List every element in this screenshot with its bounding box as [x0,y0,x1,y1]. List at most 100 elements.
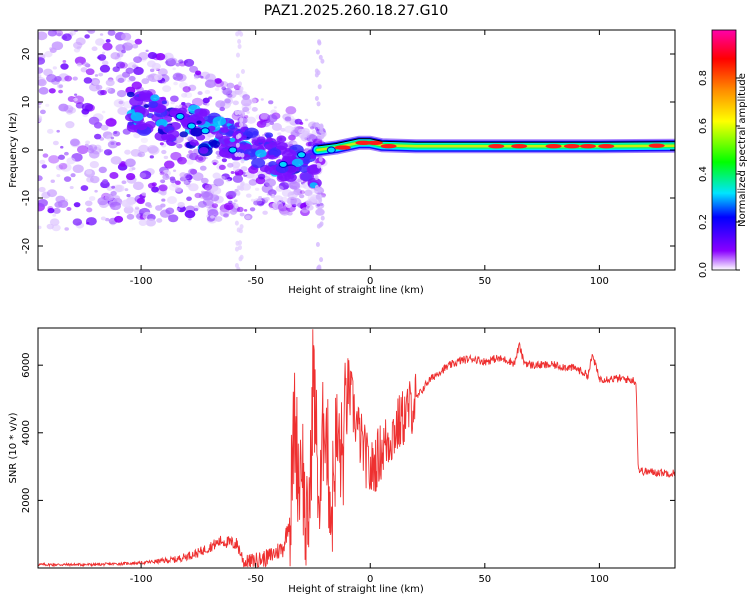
spectral-blob [248,179,258,186]
spectral-blob [131,64,137,69]
spectral-streak [316,163,321,169]
spectral-blob-strong [135,121,148,131]
spectral-blob-strong [215,133,224,140]
spectral-blob-strong [134,105,145,114]
snr-xtick-label: -50 [248,574,264,585]
spectral-blob [204,200,215,209]
spectral-blob [172,169,177,172]
spectral-blob-strong [228,119,235,124]
spectral-blob [289,181,301,190]
spectral-blob [89,22,98,29]
spectral-blob [82,62,89,67]
spectral-blob [165,175,169,179]
spectral-streak [314,175,319,181]
spectral-streak [236,227,241,233]
spectral-blob [319,202,324,206]
spectral-blob [259,118,268,125]
spectral-blob [215,100,226,109]
spectral-blob [271,123,283,131]
spectral-blob [139,172,147,178]
spectral-blob [117,106,128,116]
spectral-blob [308,121,318,129]
spectral-blob [204,89,211,95]
spectral-blob [86,176,94,183]
spectral-blob [305,200,313,207]
spectral-streak [318,157,323,163]
spectral-blob [232,100,239,106]
spectral-blob [73,47,81,53]
spectrogram-ytick-label: 10 [21,96,32,109]
spectral-blob [245,215,251,220]
spectral-blob [118,100,124,105]
spectral-blob [52,140,59,146]
spectral-blob [38,57,46,65]
spectral-blob [177,156,187,165]
spectral-blob-strong [179,131,188,138]
spectrogram-heatmap [38,20,675,270]
spectral-blob [111,185,116,189]
spectral-blob [181,102,186,106]
spectral-blob [310,126,315,130]
spectral-blob [46,74,57,83]
spectral-blob-strong [291,158,304,167]
snr-ytick-label: 4000 [21,420,32,445]
spectral-streak [318,197,323,203]
spectral-blob [114,55,122,61]
spectral-blob [38,31,48,41]
spectral-blob [58,20,67,27]
spectral-blob-strong [276,142,288,151]
spectral-blob [63,176,72,182]
spectral-streak [236,190,241,196]
spectral-blob [193,75,199,80]
spectral-blob [84,34,90,39]
spectral-blob [83,77,93,84]
spectral-streak [237,109,242,115]
snr-xtick-label: 50 [478,574,491,585]
spectral-blob [159,179,164,183]
spectral-blob [156,218,163,223]
spectral-blob-strong [228,125,236,130]
ridge-hotspot [648,143,665,148]
spectral-blob-strong [150,94,160,102]
spectral-blob [184,209,196,219]
spectral-blob [204,79,216,89]
spectral-blob [177,59,184,64]
spectral-blob [120,32,132,41]
spectral-blob [173,81,178,86]
spectral-blob [149,155,154,159]
spectrogram-xlabel: Height of straight line (km) [288,285,424,296]
spectral-blob [204,102,210,107]
snr-ytick-label: 6000 [21,352,32,377]
spectral-blob [56,32,62,37]
snr-ylabel: SNR (10 * v/v) [8,412,19,483]
spectral-blob [181,92,188,98]
spectral-blob-strong [126,91,135,98]
spectral-streak [235,142,240,148]
spectral-blob [262,120,271,128]
spectral-blob [38,79,47,87]
spectral-blob [101,110,106,114]
spectral-blob [116,89,127,98]
spectral-blob [94,133,102,140]
spectral-blob [266,114,278,123]
spectral-streak [239,122,244,128]
spectral-streak [240,69,245,75]
spectral-blob [105,79,115,87]
spectral-blob [226,82,235,89]
spectral-blob [146,60,156,68]
spectral-blob [98,148,104,153]
spectral-blob-strong [285,165,297,174]
spectral-blob [88,116,100,125]
spectral-blob [123,206,134,214]
spectral-blob [126,194,131,198]
spectral-streak [319,257,324,263]
spectral-blob [72,76,78,81]
spectral-streak [234,152,239,158]
colorbar-tick-label: 0.6 [698,118,709,134]
spectral-blob [131,81,143,90]
spectral-cyan-blob [187,122,197,130]
spectral-blob [285,106,297,115]
spectral-blob [304,118,309,122]
spectral-blob [166,196,178,204]
